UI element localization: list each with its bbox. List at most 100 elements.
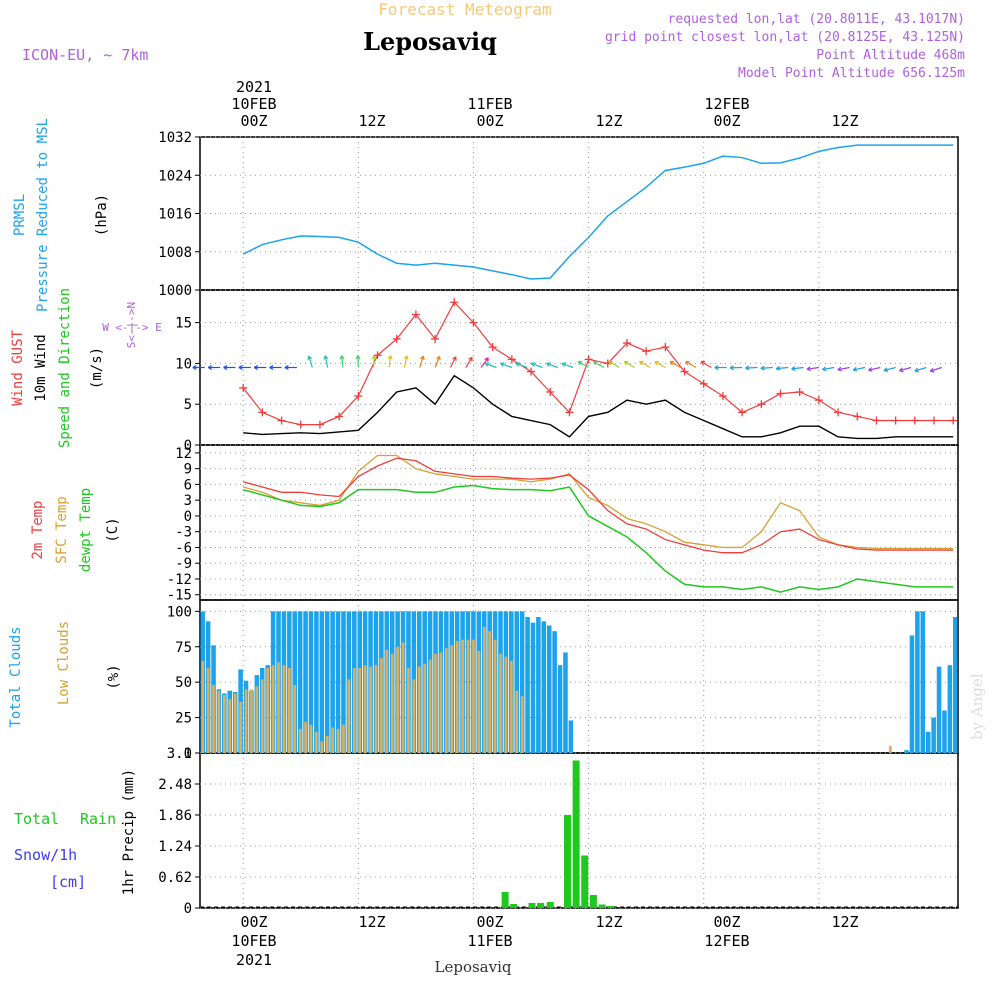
- label-prmsl: PRMSL: [12, 194, 28, 236]
- temp-tick-label-1: 9: [184, 462, 192, 478]
- top-date-1: 10FEB: [231, 95, 276, 113]
- total-cloud-bar: [942, 711, 947, 754]
- total-cloud-bar: [525, 617, 530, 753]
- low-cloud-bar: [277, 662, 280, 753]
- precip-bar: [564, 815, 571, 908]
- temp-tick-label-5: -3: [175, 525, 192, 541]
- total-cloud-bar: [547, 626, 552, 754]
- total-cloud-bar: [931, 718, 936, 753]
- temp-tick-label-9: -15: [167, 588, 192, 604]
- low-cloud-bar: [515, 691, 518, 753]
- bottom-date-1: 10FEB: [231, 932, 276, 950]
- low-cloud-bar: [228, 699, 231, 753]
- temp-tick-label-0: 12: [175, 446, 192, 462]
- low-cloud-bar: [889, 746, 892, 753]
- low-cloud-bar: [505, 657, 508, 753]
- precip-bar: [607, 906, 614, 908]
- label-sfc-temp: SFC Temp: [54, 496, 70, 563]
- wind-tick-label-1: 10: [175, 356, 192, 372]
- wind-arrow-head: [838, 370, 842, 371]
- low-cloud-bar: [310, 725, 313, 753]
- temp-tick-label-8: -12: [167, 572, 192, 588]
- precip-bar: [573, 761, 580, 909]
- precip-bar: [502, 892, 509, 908]
- low-cloud-bar: [234, 694, 237, 754]
- wind-arrow-head: [915, 371, 919, 372]
- wind-arrow-head: [853, 370, 857, 371]
- precip-tick-label-1: 2.48: [158, 777, 192, 793]
- low-cloud-bar: [521, 696, 524, 753]
- total-cloud-bar: [552, 631, 557, 753]
- low-cloud-bar: [423, 664, 426, 753]
- top-date-2: 11FEB: [467, 95, 512, 113]
- low-cloud-bar: [353, 668, 356, 753]
- low-cloud-bar: [429, 660, 432, 754]
- credit-watermark: by Angel: [968, 673, 986, 740]
- temp-tick-label-3: 3: [184, 493, 192, 509]
- low-cloud-bar: [223, 695, 226, 753]
- label-c: (C): [105, 517, 121, 542]
- clouds-tick-label-1: 75: [175, 640, 192, 656]
- bottom-tick-0: 00Z: [240, 913, 267, 931]
- bottom-tick-3: 12Z: [595, 913, 622, 931]
- wind-arrow-head: [324, 356, 325, 360]
- label-total: Total: [14, 810, 59, 828]
- requested-coords: requested lon,lat (20.8011E, 43.1017N): [668, 12, 965, 27]
- label-dewpt-temp: dewpt Temp: [78, 488, 94, 572]
- sfc-temp-line: [243, 456, 953, 549]
- total-cloud-bar: [325, 611, 330, 753]
- pressure-line: [243, 145, 953, 279]
- wind-arrow-head: [822, 369, 826, 370]
- model-altitude: Model Point Altitude 656.125m: [738, 66, 965, 81]
- total-cloud-bar: [558, 665, 563, 753]
- low-cloud-bar: [499, 654, 502, 753]
- pressure-tick-label-3: 1008: [158, 245, 192, 261]
- precip-tick-label-2: 1.86: [158, 808, 192, 824]
- low-cloud-bar: [261, 679, 264, 753]
- low-cloud-bar: [320, 742, 323, 753]
- wind-arrow-head: [930, 371, 934, 372]
- label-rain: Rain: [80, 810, 116, 828]
- label-total-clouds: Total Clouds: [8, 626, 24, 727]
- clouds-tick-label-2: 50: [175, 675, 192, 691]
- low-cloud-bar: [358, 668, 361, 753]
- top-tick-0: 00Z: [240, 112, 267, 130]
- top-year: 2021: [236, 78, 272, 96]
- low-cloud-bar: [402, 643, 405, 754]
- wind-arrow-head: [807, 369, 811, 370]
- precip-bar: [528, 903, 535, 908]
- bottom-year: 2021: [236, 951, 272, 969]
- low-cloud-bar: [396, 647, 399, 753]
- precip-bar: [581, 856, 588, 909]
- compass-we: W <-|-> E: [102, 321, 162, 334]
- total-cloud-bar: [536, 617, 541, 753]
- low-cloud-bar: [331, 728, 334, 754]
- t2m-line: [243, 458, 953, 553]
- precip-bar: [599, 905, 606, 909]
- low-cloud-bar: [375, 665, 378, 753]
- low-cloud-bar: [342, 725, 345, 753]
- low-cloud-bar: [445, 648, 448, 753]
- low-cloud-bar: [212, 685, 215, 753]
- precip-tick-label-4: 0.62: [158, 870, 192, 886]
- bottom-date-2: 11FEB: [467, 932, 512, 950]
- low-cloud-bar: [293, 685, 296, 753]
- precip-bar: [510, 904, 517, 908]
- label-speed-direction: Speed and Direction: [57, 288, 73, 448]
- low-cloud-bar: [483, 627, 486, 753]
- precip-tick-label-0: 3.1: [167, 746, 192, 762]
- label-pressure-long: Pressure Reduced to MSL: [35, 118, 51, 312]
- bottom-tick-4: 00Z: [713, 913, 740, 931]
- low-cloud-bar: [326, 736, 329, 753]
- plot-area: 10321024101610081000151050129630-3-6-9-1…: [158, 130, 958, 917]
- pressure-tick-label-0: 1032: [158, 130, 192, 146]
- total-cloud-bar: [563, 652, 568, 753]
- low-cloud-bar: [369, 667, 372, 753]
- top-tick-5: 12Z: [831, 112, 858, 130]
- low-cloud-bar: [434, 654, 437, 753]
- total-cloud-bar: [948, 665, 953, 753]
- low-cloud-bar: [364, 665, 367, 753]
- precip-tick-label-5: 0: [184, 901, 192, 917]
- label-2m-temp: 2m Temp: [30, 500, 46, 559]
